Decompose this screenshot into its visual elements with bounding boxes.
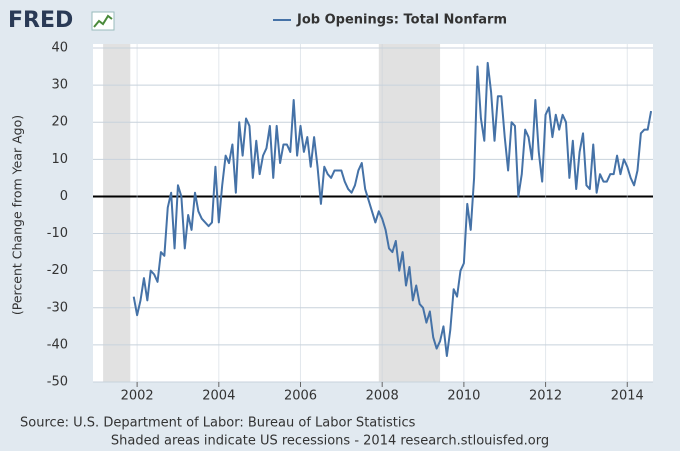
recession-band [103,44,131,382]
y-tick-label: -10 [47,226,68,241]
x-tick-label: 2004 [202,389,235,404]
y-tick-label: -50 [47,375,68,390]
y-tick-label: -40 [47,337,68,352]
logo-icon [91,11,115,31]
y-axis-label: (Percent Change from Year Ago) [10,115,25,315]
x-tick-label: 2010 [447,389,480,404]
y-tick-label: -30 [47,300,68,315]
y-tick-label: -20 [47,263,68,278]
y-tick-label: 10 [51,152,68,167]
x-tick-label: 2002 [121,389,154,404]
y-tick-label: 20 [51,115,68,130]
recession-band [378,44,441,382]
data-line [132,61,653,358]
source: Source: U.S. Department of Labor: Bureau… [20,416,416,431]
x-tick-label: 2012 [529,389,562,404]
y-tick-label: 30 [51,78,68,93]
legend-label: Job Openings: Total Nonfarm [296,13,507,28]
x-tick-label: 2008 [366,389,399,404]
note: Shaded areas indicate US recessions - 20… [111,434,549,449]
y-tick-label: 40 [51,41,68,56]
y-tick-label: 0 [60,189,68,204]
logo: FRED [8,8,73,33]
x-tick-label: 2006 [284,389,317,404]
x-tick-label: 2014 [611,389,644,404]
